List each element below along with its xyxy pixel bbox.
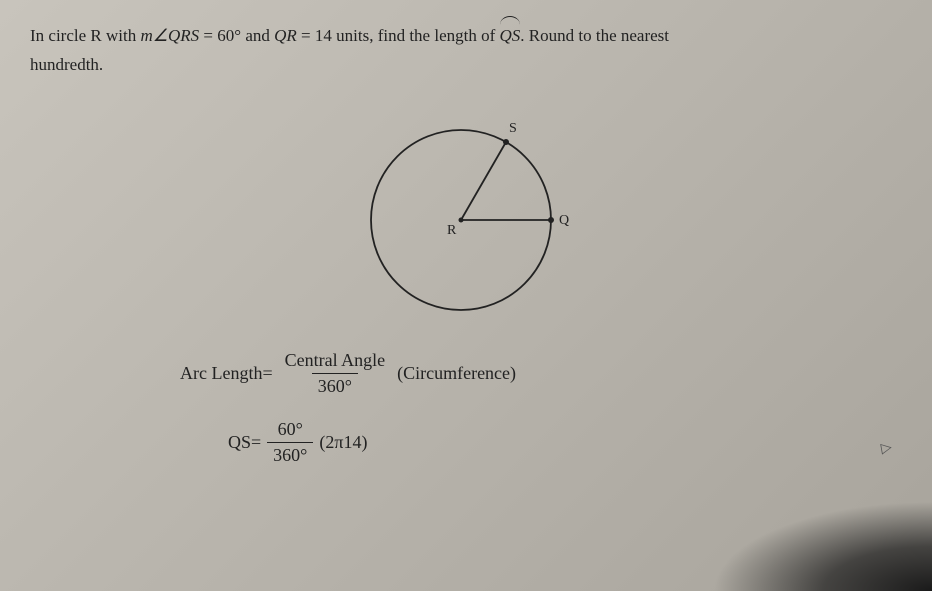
f2-numerator: 60° <box>272 419 309 442</box>
problem-line2: hundredth. <box>30 51 902 80</box>
f1-denominator: 360° <box>312 373 358 397</box>
f2-denominator: 360° <box>267 442 313 466</box>
line-rs <box>461 142 506 220</box>
point-q <box>548 217 554 223</box>
eq2: = <box>297 26 315 45</box>
label-r: R <box>447 223 457 238</box>
photo-shadow-corner <box>712 501 932 591</box>
point-s <box>503 139 509 145</box>
f1-eq: = <box>262 363 272 384</box>
segment-value: 14 units <box>315 26 369 45</box>
angle-value: 60° <box>217 26 241 45</box>
arc-qs: QS <box>500 22 521 51</box>
f1-lhs: Arc Length <box>180 363 262 384</box>
f2-eq: = <box>251 432 261 453</box>
suffix: . Round to the nearest <box>520 26 669 45</box>
circle-diagram: S Q R <box>30 110 902 330</box>
point-center <box>459 217 464 222</box>
text-prefix: In circle R with <box>30 26 140 45</box>
diagram-svg: S Q R <box>341 110 591 330</box>
mid2: , find the length of <box>369 26 499 45</box>
mid1: and <box>241 26 274 45</box>
f1-fraction: Central Angle 360° <box>279 350 391 397</box>
formula-qs: QS = 60° 360° (2π14) <box>228 419 902 466</box>
formula-block: Arc Length = Central Angle 360° (Circumf… <box>180 350 902 466</box>
eq1: = <box>199 26 217 45</box>
segment: QR <box>274 26 297 45</box>
formula-arc-length: Arc Length = Central Angle 360° (Circumf… <box>180 350 902 397</box>
f2-rhs: (2π14) <box>319 432 367 453</box>
f1-rhs: (Circumference) <box>397 363 516 384</box>
f2-fraction: 60° 360° <box>267 419 313 466</box>
f1-numerator: Central Angle <box>279 350 391 373</box>
label-s: S <box>509 121 517 136</box>
angle-expr: m∠QRS <box>140 26 199 45</box>
label-q: Q <box>559 213 569 228</box>
f2-lhs: QS <box>228 432 251 453</box>
problem-statement: In circle R with m∠QRS = 60° and QR = 14… <box>30 22 902 51</box>
